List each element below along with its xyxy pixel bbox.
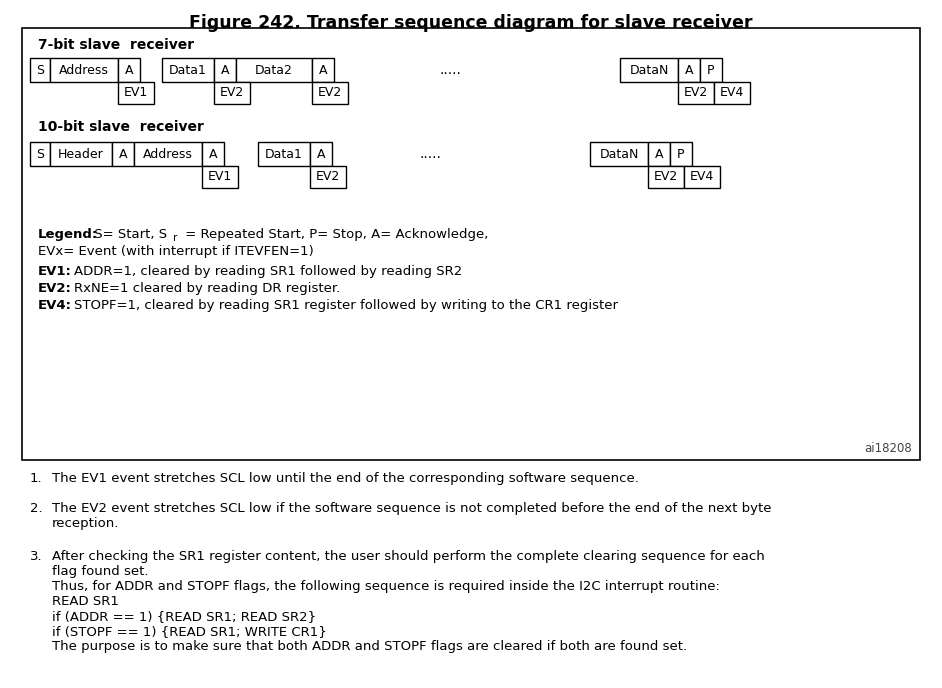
Text: RxNE=1 cleared by reading DR register.: RxNE=1 cleared by reading DR register. [74,282,340,295]
Text: ADDR=1, cleared by reading SR1 followed by reading SR2: ADDR=1, cleared by reading SR1 followed … [74,265,463,278]
Bar [310,166,346,188]
Text: EV4: EV4 [720,87,744,100]
Text: 2.: 2. [30,502,42,515]
Bar [620,58,678,82]
Text: Address: Address [143,147,193,160]
Text: ai18208: ai18208 [864,442,912,455]
Bar [22,28,920,460]
Text: EV1:: EV1: [38,265,72,278]
Text: Header: Header [58,147,104,160]
Text: The EV1 event stretches SCL low until the end of the corresponding software sequ: The EV1 event stretches SCL low until th… [52,472,639,485]
Bar [670,142,692,166]
Text: The EV2 event stretches SCL low if the software sequence is not completed before: The EV2 event stretches SCL low if the s… [52,502,771,530]
Text: EV4:: EV4: [38,299,72,312]
Text: = Repeated Start, P= Stop, A= Acknowledge,: = Repeated Start, P= Stop, A= Acknowledg… [181,228,488,241]
Text: Data2: Data2 [255,63,293,76]
Bar [678,82,714,104]
Text: DataN: DataN [599,147,639,160]
Text: A: A [655,147,663,160]
Text: STOPF=1, cleared by reading SR1 register followed by writing to the CR1 register: STOPF=1, cleared by reading SR1 register… [74,299,618,312]
Text: P: P [677,147,685,160]
Text: A: A [124,63,133,76]
Bar [30,142,50,166]
Text: EV2: EV2 [316,171,340,184]
Text: Address: Address [59,63,109,76]
Bar [236,58,312,82]
Bar [590,142,648,166]
Text: Legend:: Legend: [38,228,98,241]
Text: EV4: EV4 [690,171,714,184]
Text: A: A [317,147,325,160]
Text: 3.: 3. [30,550,42,563]
Text: DataN: DataN [629,63,669,76]
Text: Figure 242. Transfer sequence diagram for slave receiver: Figure 242. Transfer sequence diagram fo… [189,14,753,32]
Text: EV2: EV2 [219,87,244,100]
Text: S= Start, S: S= Start, S [90,228,167,241]
Text: EV1: EV1 [124,87,148,100]
Bar [30,58,50,82]
Text: EV2: EV2 [684,87,708,100]
Bar [678,58,700,82]
Bar [310,142,332,166]
Text: EVx= Event (with interrupt if ITEVFEN=1): EVx= Event (with interrupt if ITEVFEN=1) [38,245,314,258]
Bar [112,142,134,166]
Bar [50,142,112,166]
Bar [118,82,154,104]
Bar [214,82,250,104]
Bar [202,142,224,166]
Text: P: P [707,63,715,76]
Bar [134,142,202,166]
Bar [714,82,750,104]
Text: S: S [36,63,44,76]
Text: A: A [209,147,218,160]
Text: S: S [36,147,44,160]
Text: .....: ..... [439,63,461,77]
Bar [50,58,118,82]
Text: r: r [173,233,177,243]
Bar [700,58,722,82]
Bar [214,58,236,82]
Bar [258,142,310,166]
Text: .....: ..... [419,147,441,161]
Bar [162,58,214,82]
Bar [202,166,238,188]
Text: A: A [318,63,327,76]
Text: A: A [685,63,693,76]
Text: EV2:: EV2: [38,282,72,295]
Text: A: A [220,63,229,76]
Text: A: A [119,147,127,160]
Text: 1.: 1. [30,472,42,485]
Text: Data1: Data1 [265,147,303,160]
Bar [118,58,140,82]
Bar [312,58,334,82]
Text: 10-bit slave  receiver: 10-bit slave receiver [38,120,203,134]
Text: Data1: Data1 [169,63,207,76]
Bar [648,166,684,188]
Bar [684,166,720,188]
Text: EV2: EV2 [317,87,342,100]
Bar [312,82,348,104]
Bar [648,142,670,166]
Text: EV1: EV1 [208,171,232,184]
Text: 7-bit slave  receiver: 7-bit slave receiver [38,38,194,52]
Text: After checking the SR1 register content, the user should perform the complete cl: After checking the SR1 register content,… [52,550,765,653]
Text: EV2: EV2 [654,171,678,184]
